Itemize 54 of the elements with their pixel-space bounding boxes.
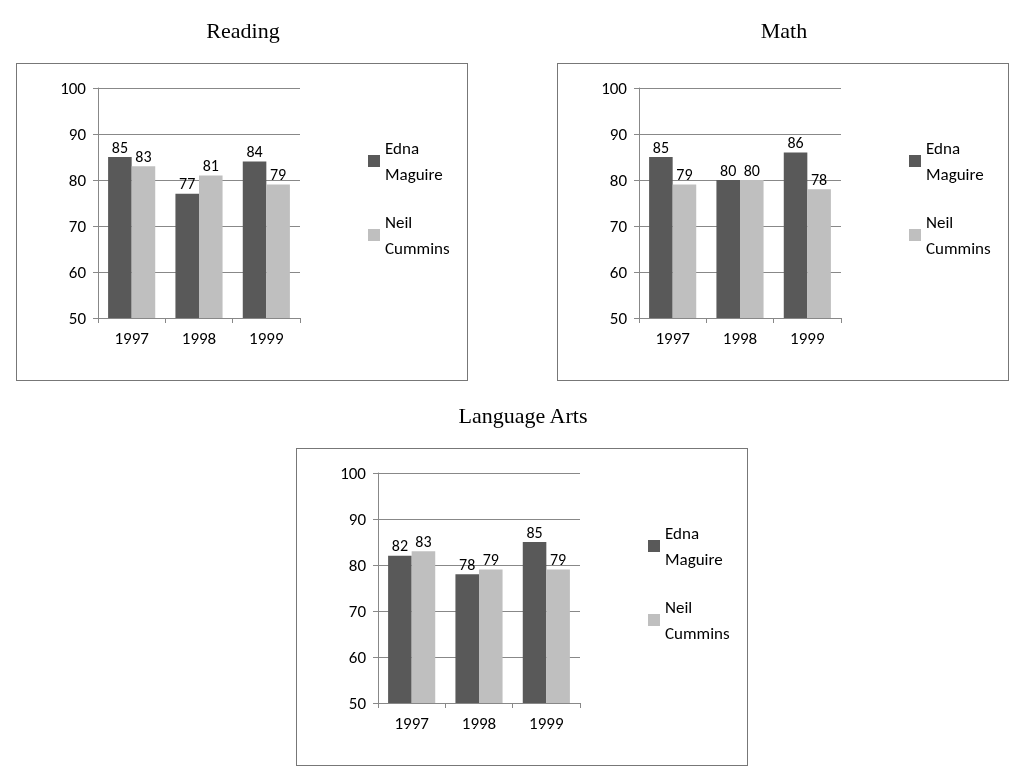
y-tick-label: 80 <box>348 554 367 576</box>
data-label: 82 <box>391 536 408 556</box>
chart-title: Language Arts <box>458 402 588 428</box>
data-label: 78 <box>459 554 476 574</box>
legend-label: Neil Cummins <box>665 596 730 644</box>
legend-label: Edna Maguire <box>665 522 723 570</box>
y-tick-label: 100 <box>601 77 628 99</box>
y-tick-label: 80 <box>68 169 87 191</box>
data-label: 78 <box>811 169 828 189</box>
y-tick-label: 80 <box>609 169 628 191</box>
x-tick-label: 1999 <box>249 328 284 349</box>
chart-title: Reading <box>206 17 280 43</box>
y-tick-label: 60 <box>68 261 87 283</box>
x-tick-label: 1999 <box>790 328 825 349</box>
x-tick-label: 1998 <box>181 328 217 349</box>
data-label: 83 <box>415 531 432 551</box>
y-tick-label: 60 <box>609 261 628 283</box>
legend-label: Neil Cummins <box>926 211 991 259</box>
data-label: 79 <box>482 550 499 570</box>
data-label: 81 <box>202 155 219 175</box>
legend-label: Edna Maguire <box>385 137 443 185</box>
x-tick-label: 1997 <box>655 328 691 349</box>
data-label: 79 <box>676 165 693 185</box>
y-tick-label: 70 <box>609 215 628 237</box>
data-label: 85 <box>652 137 669 157</box>
data-label: 86 <box>787 132 804 152</box>
data-label: 83 <box>135 146 152 166</box>
y-tick-label: 90 <box>348 508 367 530</box>
y-tick-label: 70 <box>348 600 367 622</box>
y-tick-label: 90 <box>609 123 628 145</box>
y-tick-label: 50 <box>609 307 628 329</box>
data-label: 79 <box>270 165 287 185</box>
y-tick-label: 70 <box>68 215 87 237</box>
data-label: 84 <box>246 142 263 162</box>
x-tick-label: 1998 <box>461 713 497 734</box>
y-tick-label: 50 <box>348 692 367 714</box>
data-label: 80 <box>743 160 760 180</box>
y-tick-label: 100 <box>340 462 367 484</box>
y-tick-label: 100 <box>60 77 87 99</box>
y-tick-label: 90 <box>68 123 87 145</box>
x-tick-label: 1997 <box>114 328 150 349</box>
legend-label: Edna Maguire <box>926 137 984 185</box>
data-label: 77 <box>179 174 196 194</box>
data-label: 85 <box>526 522 543 542</box>
chart-title: Math <box>760 17 808 43</box>
data-label: 80 <box>720 160 737 180</box>
y-tick-label: 60 <box>348 646 367 668</box>
x-tick-label: 1998 <box>722 328 758 349</box>
x-tick-label: 1999 <box>529 713 564 734</box>
data-label: 85 <box>111 137 128 157</box>
y-tick-label: 50 <box>68 307 87 329</box>
x-tick-label: 1997 <box>394 713 430 734</box>
data-label: 79 <box>550 550 567 570</box>
legend-label: Neil Cummins <box>385 211 450 259</box>
